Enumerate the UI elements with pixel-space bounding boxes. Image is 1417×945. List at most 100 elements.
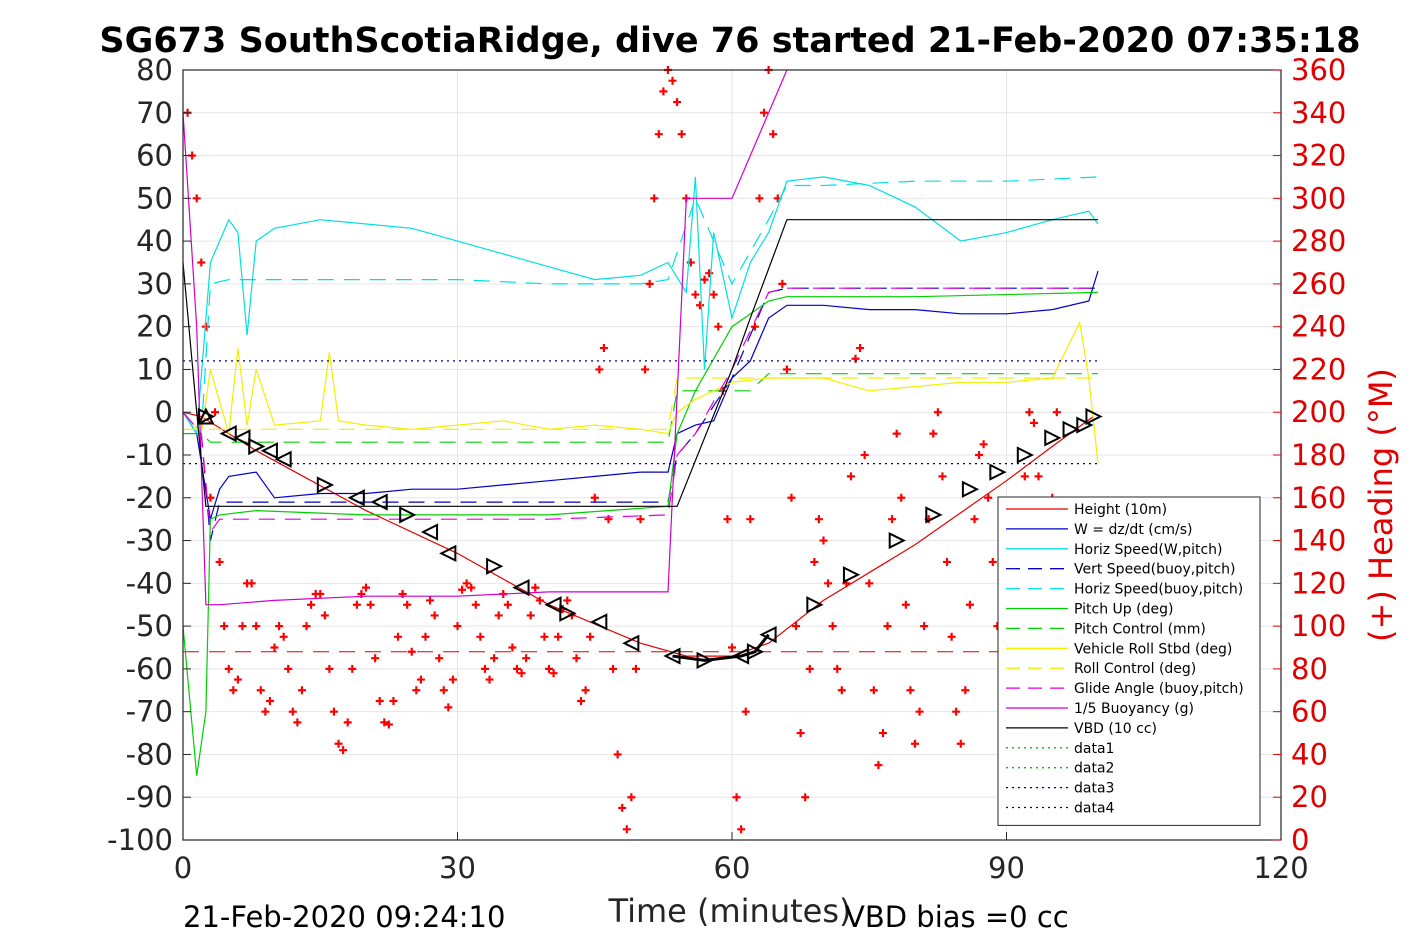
dive-markers [197, 407, 1103, 669]
y-tick-label: 80 [136, 53, 173, 87]
dive-marker [219, 424, 237, 443]
heading-point [485, 675, 494, 684]
series-line [182, 69, 788, 606]
heading-point [512, 664, 521, 673]
dive-marker [512, 578, 530, 597]
heading-point [837, 686, 846, 695]
heading-point [371, 654, 380, 663]
heading-point [192, 194, 201, 203]
heading-point [645, 279, 654, 288]
heading-point [805, 664, 814, 673]
heading-point [352, 600, 361, 609]
dive-marker [316, 476, 335, 494]
dive-marker [486, 557, 504, 575]
heading-point [1029, 418, 1038, 427]
dive-marker [233, 429, 251, 447]
heading-point [819, 536, 828, 545]
heading-point [846, 472, 855, 481]
heading-point [622, 825, 631, 834]
heading-point [549, 669, 558, 678]
series-line [182, 291, 1099, 776]
heading-point [659, 87, 668, 96]
y2-tick-label: 180 [1291, 438, 1346, 472]
heading-point [284, 664, 293, 673]
heading-point [517, 669, 526, 678]
heading-point [339, 746, 348, 755]
heading-point [439, 686, 448, 695]
heading-point [288, 707, 297, 716]
heading-point [750, 322, 759, 331]
heading-point [874, 761, 883, 770]
heading-point [609, 664, 618, 673]
y-tick-label: -70 [126, 695, 173, 729]
dive-marker [559, 604, 577, 622]
heading-point [599, 344, 608, 353]
heading-point [878, 729, 887, 738]
heading-point [522, 654, 531, 663]
heading-point [421, 632, 430, 641]
heading-point [915, 707, 924, 716]
y2-tick-label: 160 [1291, 481, 1346, 515]
bottom-axis-ticks: 0 30 60 90 120 [174, 832, 1309, 885]
heading-point [577, 696, 586, 705]
heading-point [462, 579, 471, 588]
legend-label: data3 [1074, 781, 1114, 797]
y2-tick-label: 360 [1291, 53, 1346, 87]
dive-marker [248, 437, 266, 456]
series-line [182, 287, 1098, 541]
heading-point [673, 98, 682, 107]
x-axis-label: Time (minutes) [608, 892, 852, 930]
heading-point [769, 130, 778, 139]
dive-marker [544, 596, 562, 614]
heading-point [490, 654, 499, 663]
heading-point [531, 583, 540, 592]
dive-marker [590, 613, 608, 631]
dive-marker [274, 450, 292, 468]
heading-point [540, 632, 549, 641]
legend-label: Glide Angle (buoy,pitch) [1074, 681, 1244, 697]
y-tick-label: 10 [136, 352, 173, 386]
x-tick-label: 90 [988, 851, 1025, 885]
legend-label: 1/5 Buoyancy (g) [1074, 701, 1194, 717]
heading-point [618, 803, 627, 812]
heading-point [741, 707, 750, 716]
dive-marker [842, 566, 861, 584]
legend-label: W = dz/dt (cm/s) [1074, 522, 1193, 538]
heading-point [325, 664, 334, 673]
y-tick-label: 0 [155, 395, 173, 429]
y-tick-label: -100 [107, 823, 173, 857]
heading-point [695, 301, 704, 310]
heading-point [828, 622, 837, 631]
heading-point [1020, 472, 1029, 481]
heading-point [691, 290, 700, 299]
heading-point [787, 493, 796, 502]
heading-point [586, 632, 595, 641]
y2-tick-label: 200 [1291, 395, 1346, 429]
dive-marker [1076, 416, 1094, 434]
y2-tick-label: 280 [1291, 224, 1346, 258]
series-line [182, 411, 1094, 657]
heading-point [590, 493, 599, 502]
heading-point [480, 664, 489, 673]
heading-point [732, 793, 741, 802]
legend-label: data1 [1074, 741, 1114, 757]
heading-point [1052, 408, 1061, 417]
dive-marker [439, 544, 457, 563]
heading-point [714, 322, 723, 331]
heading-point [654, 130, 663, 139]
heading-point [343, 718, 352, 727]
heading-point [467, 583, 476, 592]
dive-marker [370, 493, 388, 511]
y-tick-label: -30 [126, 524, 173, 558]
heading-point [746, 515, 755, 524]
legend-label: Roll Control (deg) [1074, 661, 1196, 677]
heading-point [247, 579, 256, 588]
heading-point [1034, 472, 1043, 481]
heading-point [233, 675, 242, 684]
heading-point [265, 696, 274, 705]
y2-tick-label: 40 [1291, 737, 1328, 771]
y2-axis-label: (+) Heading (°M) [1362, 368, 1400, 642]
dive-marker [746, 643, 765, 661]
legend-label: data2 [1074, 761, 1114, 777]
heading-point [979, 440, 988, 449]
